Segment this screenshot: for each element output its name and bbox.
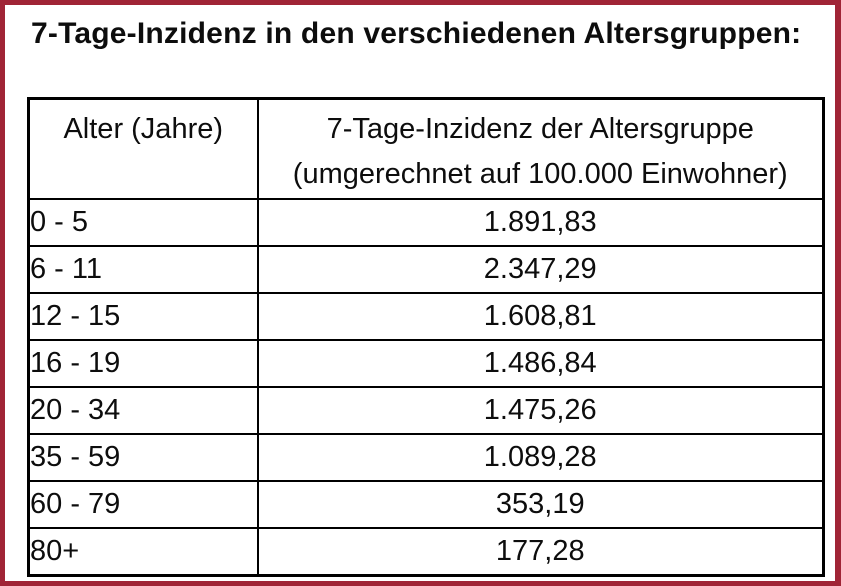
incidence-cell: 1.089,28	[256, 433, 825, 482]
col-header-incidence-line1: 7-Tage-Inzidenz der Altersgruppe	[326, 113, 754, 145]
table-row: 12 - 15 1.608,81	[27, 292, 825, 341]
col-header-incidence: 7-Tage-Inzidenz der Altersgruppe (umgere…	[256, 97, 825, 200]
col-header-incidence-line2: (umgerechnet auf 100.000 Einwohner)	[292, 158, 788, 190]
table-header-row: Alter (Jahre) 7-Tage-Inzidenz der Alters…	[27, 97, 825, 200]
incidence-cell: 1.608,81	[256, 292, 825, 341]
incidence-cell: 1.475,26	[256, 386, 825, 435]
age-cell: 0 - 5	[27, 198, 259, 247]
table-row: 35 - 59 1.089,28	[27, 433, 825, 482]
incidence-cell: 353,19	[256, 480, 825, 529]
age-cell: 12 - 15	[27, 292, 259, 341]
page-title: 7-Tage-Inzidenz in den verschiedenen Alt…	[31, 17, 802, 50]
incidence-cell: 2.347,29	[256, 245, 825, 294]
age-cell: 60 - 79	[27, 480, 259, 529]
age-cell: 35 - 59	[27, 433, 259, 482]
age-cell: 16 - 19	[27, 339, 259, 388]
incidence-cell: 1.891,83	[256, 198, 825, 247]
incidence-cell: 1.486,84	[256, 339, 825, 388]
col-header-age-label: Alter (Jahre)	[63, 113, 224, 145]
col-header-age: Alter (Jahre)	[27, 97, 259, 200]
incidence-cell: 177,28	[256, 527, 825, 576]
age-cell: 20 - 34	[27, 386, 259, 435]
table-row: 20 - 34 1.475,26	[27, 386, 825, 435]
table-row: 16 - 19 1.486,84	[27, 339, 825, 388]
table-row: 80+ 177,28	[27, 527, 825, 576]
table-row: 60 - 79 353,19	[27, 480, 825, 529]
table-row: 0 - 5 1.891,83	[27, 198, 825, 247]
age-cell: 80+	[27, 527, 259, 576]
incidence-table: Alter (Jahre) 7-Tage-Inzidenz der Alters…	[27, 97, 825, 577]
age-cell: 6 - 11	[27, 245, 259, 294]
table-row: 6 - 11 2.347,29	[27, 245, 825, 294]
